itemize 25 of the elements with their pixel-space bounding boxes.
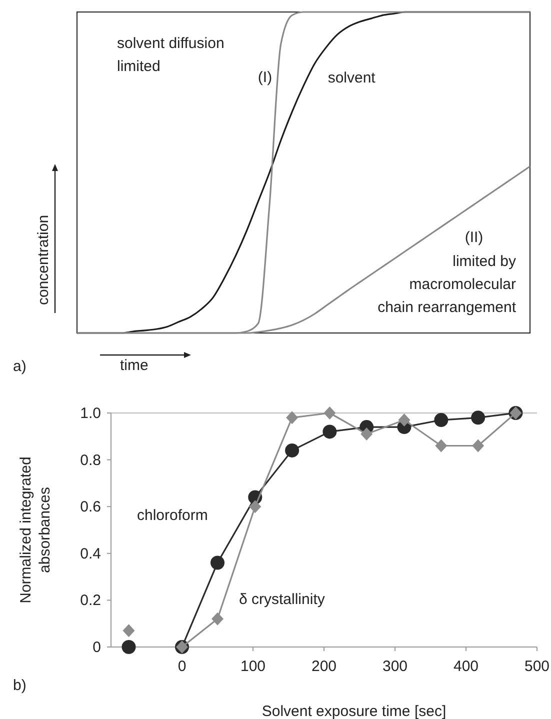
y-tick-label: 1.0 bbox=[80, 405, 101, 422]
y-tick-label: 0.8 bbox=[80, 452, 101, 469]
annotation: solvent diffusion limited bbox=[117, 35, 224, 75]
text: b) bbox=[13, 677, 26, 694]
annotation: limited by macromolecular chain rearrangement bbox=[378, 253, 517, 316]
series-label: δ crystallinity bbox=[239, 591, 326, 608]
text: a) bbox=[13, 358, 26, 375]
x-tick-label: 500 bbox=[524, 658, 550, 675]
annotation: (I) bbox=[258, 69, 272, 86]
y-axis-title: concentration bbox=[35, 214, 52, 305]
x-tick-label: 200 bbox=[311, 658, 337, 675]
y-tick-label: 0.6 bbox=[80, 498, 101, 516]
y-axis-title: Normalized integrated absorbances bbox=[18, 456, 54, 604]
y-tick-label: 0.4 bbox=[80, 545, 101, 562]
annotation: (II) bbox=[464, 229, 484, 246]
y-tick-label: 0 bbox=[92, 639, 101, 656]
x-axis-title: time bbox=[120, 357, 148, 374]
x-tick-label: 100 bbox=[240, 658, 266, 675]
series-label: chloroform bbox=[137, 507, 208, 524]
x-tick-label: 0 bbox=[178, 658, 186, 675]
x-tick-label: 300 bbox=[382, 658, 408, 675]
x-tick-label: 400 bbox=[453, 658, 479, 675]
series-label: solvent bbox=[328, 69, 376, 86]
y-tick-label: 0.2 bbox=[80, 592, 101, 610]
x-axis-title: Solvent exposure time [sec] bbox=[262, 703, 446, 719]
